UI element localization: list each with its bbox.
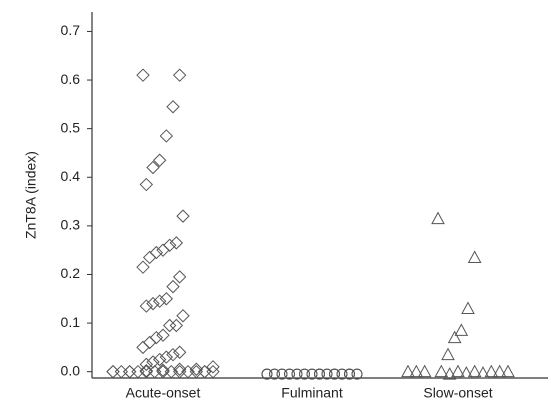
point <box>166 279 180 294</box>
point <box>447 330 462 344</box>
y-tick-label: 0.7 <box>61 22 81 38</box>
point <box>139 364 154 378</box>
y-tick-label: 0.2 <box>61 265 81 281</box>
point <box>166 100 180 114</box>
y-tick-label: 0.4 <box>61 168 81 184</box>
point <box>152 294 167 308</box>
point <box>172 68 187 82</box>
point <box>139 364 154 379</box>
x-tick-label: Fulminant <box>281 385 343 401</box>
point <box>172 362 187 376</box>
point <box>336 368 348 380</box>
point <box>306 368 318 380</box>
point <box>501 364 515 378</box>
point <box>156 243 170 257</box>
point <box>434 364 449 378</box>
point <box>142 335 157 350</box>
y-tick-label: 0.0 <box>61 362 81 378</box>
point <box>169 236 184 250</box>
y-axis-label: ZnT8A (index) <box>23 151 39 239</box>
y-tick-label: 0.6 <box>61 71 81 87</box>
point <box>197 364 212 379</box>
x-tick-label: Slow-onset <box>423 385 492 401</box>
point <box>467 250 482 263</box>
point <box>401 364 415 378</box>
point <box>467 364 482 378</box>
point <box>169 318 184 333</box>
point <box>159 129 174 143</box>
point <box>441 347 455 361</box>
point <box>409 364 424 378</box>
point <box>284 368 295 380</box>
point <box>172 364 187 379</box>
y-tick-label: 0.5 <box>61 119 81 135</box>
point <box>351 368 363 380</box>
point <box>261 368 273 380</box>
point <box>299 368 310 380</box>
point <box>136 340 150 355</box>
point <box>291 368 303 380</box>
point <box>106 364 120 379</box>
point <box>106 364 120 379</box>
point <box>166 347 180 362</box>
point <box>206 360 220 374</box>
point <box>146 296 160 311</box>
point <box>122 364 137 379</box>
point <box>329 368 340 380</box>
point <box>206 364 220 379</box>
point <box>159 292 174 306</box>
point <box>156 363 170 377</box>
point <box>176 309 190 323</box>
point <box>162 318 177 333</box>
point <box>146 355 160 369</box>
point <box>122 364 137 379</box>
point <box>189 362 204 376</box>
point <box>459 366 474 379</box>
point <box>476 366 490 379</box>
point <box>136 260 150 274</box>
point <box>314 368 325 380</box>
point <box>269 368 280 380</box>
point <box>417 364 432 378</box>
point <box>142 250 157 265</box>
point <box>172 270 187 284</box>
point <box>176 209 190 223</box>
point <box>454 323 469 336</box>
point <box>156 328 170 342</box>
point <box>484 364 499 378</box>
point <box>344 368 355 380</box>
point <box>156 364 170 379</box>
point <box>451 364 465 378</box>
point <box>114 364 129 379</box>
point <box>276 368 288 380</box>
point <box>149 245 164 260</box>
point <box>431 211 445 225</box>
y-tick-label: 0.1 <box>61 314 81 330</box>
point <box>461 301 475 314</box>
point <box>139 357 154 372</box>
point <box>159 350 174 364</box>
point <box>139 177 154 192</box>
point <box>152 352 167 367</box>
y-tick-label: 0.3 <box>61 217 81 233</box>
point <box>442 367 457 380</box>
point <box>172 345 187 359</box>
point <box>162 238 177 253</box>
point <box>131 364 145 379</box>
point <box>139 299 154 313</box>
point <box>149 330 164 345</box>
point <box>146 160 160 175</box>
point <box>321 368 333 380</box>
x-tick-label: Acute-onset <box>126 385 201 401</box>
point <box>492 364 507 378</box>
point <box>136 68 150 82</box>
point <box>152 153 167 167</box>
